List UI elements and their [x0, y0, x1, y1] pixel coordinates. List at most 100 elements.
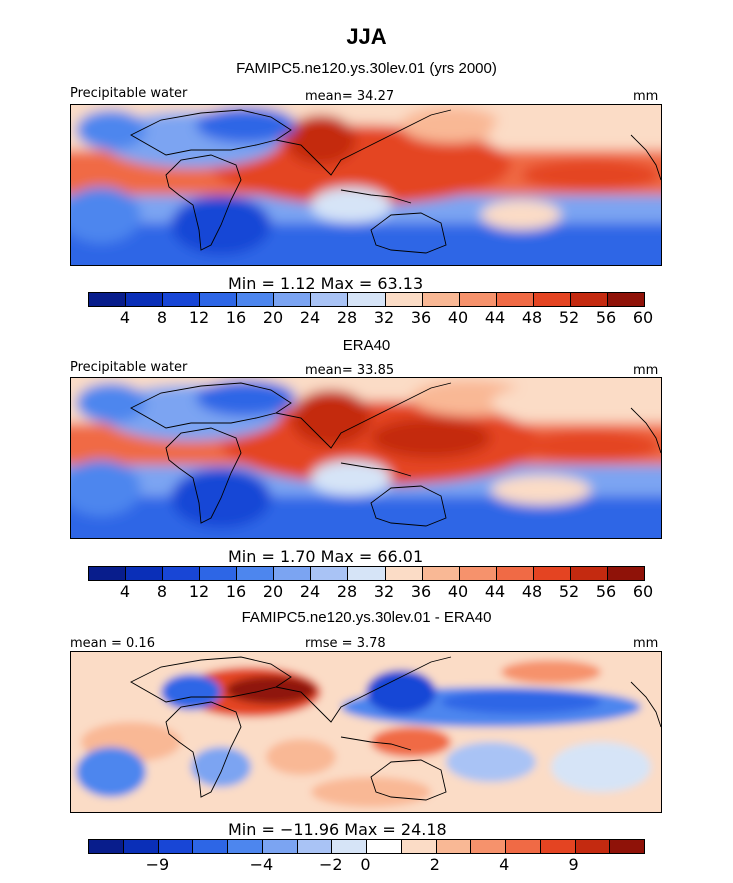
- colorbar-tick-label: 40: [447, 308, 469, 327]
- colorbar-tick-label: 52: [558, 582, 580, 601]
- page-title: JJA: [346, 24, 387, 49]
- colorbar-tick-label: 36: [410, 582, 432, 601]
- colorbar-swatch: [607, 567, 644, 580]
- colorbar-tick-label: 8: [156, 582, 168, 601]
- colorbar-swatch: [348, 293, 386, 306]
- colorbar-tick-label: −4: [249, 855, 274, 874]
- colorbar-swatch: [237, 567, 275, 580]
- colorbar-tick-label: 20: [262, 582, 284, 601]
- panel2-colorbar: [88, 566, 645, 581]
- panel1-min-max: Min = 1.12 Max = 63.13: [228, 274, 424, 293]
- panel1-colorbar-ticks: 4 8 12 16 20 24 28 32 36 40 44 48 52 56 60: [88, 308, 653, 328]
- colorbar-swatch: [311, 567, 349, 580]
- colorbar-swatch: [200, 567, 238, 580]
- colorbar-tick-label: 40: [447, 582, 469, 601]
- colorbar-swatch: [332, 840, 367, 853]
- colorbar-swatch: [570, 567, 608, 580]
- panel2-colorbar-ticks: 4 8 12 16 20 24 28 32 36 40 44 48 52 56 60: [88, 582, 653, 602]
- colorbar-tick-label: 12: [188, 582, 210, 601]
- colorbar-tick-label: 60: [632, 582, 654, 601]
- panel2-variable-label: Precipitable water: [70, 360, 188, 375]
- colorbar-swatch: [385, 293, 423, 306]
- panel2-map-svg: [71, 378, 661, 538]
- colorbar-swatch: [311, 293, 349, 306]
- colorbar-swatch: [401, 840, 437, 853]
- colorbar-swatch: [89, 293, 127, 306]
- panel2-map: [70, 377, 662, 539]
- colorbar-tick-label: 44: [484, 582, 506, 601]
- colorbar-swatch: [163, 293, 201, 306]
- colorbar-swatch: [228, 840, 263, 853]
- panel2-title: ERA40: [342, 337, 391, 354]
- colorbar-swatch: [237, 293, 275, 306]
- colorbar-swatch: [274, 567, 312, 580]
- colorbar-swatch: [89, 840, 124, 853]
- colorbar-swatch: [158, 840, 194, 853]
- colorbar-tick-label: 24: [299, 308, 321, 327]
- colorbar-swatch: [385, 567, 423, 580]
- panel3-min-max: Min = −11.96 Max = 24.18: [228, 820, 447, 839]
- colorbar-swatch: [422, 293, 460, 306]
- panel3-title: FAMIPC5.ne120.ys.30lev.01 - ERA40: [241, 609, 492, 626]
- colorbar-swatch: [607, 293, 644, 306]
- colorbar-tick-label: 48: [521, 582, 543, 601]
- colorbar-tick-label: 2: [429, 855, 440, 874]
- colorbar-swatch: [471, 840, 506, 853]
- colorbar-tick-label: 20: [262, 308, 284, 327]
- panel1-map: [70, 104, 662, 266]
- colorbar-tick-label: 28: [336, 582, 358, 601]
- colorbar-swatch: [163, 567, 201, 580]
- colorbar-swatch: [570, 293, 608, 306]
- colorbar-swatch: [126, 293, 164, 306]
- colorbar-tick-label: 36: [410, 308, 432, 327]
- colorbar-swatch: [533, 567, 571, 580]
- colorbar-tick-label: −9: [145, 855, 170, 874]
- colorbar-tick-label: 44: [484, 308, 506, 327]
- colorbar-swatch: [422, 567, 460, 580]
- colorbar-swatch: [610, 840, 644, 853]
- panel2-min-max: Min = 1.70 Max = 66.01: [228, 547, 424, 566]
- colorbar-swatch: [200, 293, 238, 306]
- colorbar-tick-label: 16: [225, 308, 247, 327]
- colorbar-tick-label: 12: [188, 308, 210, 327]
- panel2-mean-label: mean= 33.85: [305, 363, 395, 378]
- panel3-mean-label: mean = 0.16: [70, 636, 155, 651]
- panel3-rmse-label: rmse = 3.78: [305, 636, 386, 651]
- panel1-variable-label: Precipitable water: [70, 86, 188, 101]
- colorbar-swatch: [459, 293, 497, 306]
- colorbar-swatch: [126, 567, 164, 580]
- colorbar-swatch: [459, 567, 497, 580]
- colorbar-tick-label: 4: [119, 582, 131, 601]
- colorbar-tick-label: 28: [336, 308, 358, 327]
- panel1-units: mm: [633, 89, 659, 104]
- colorbar-tick-label: 48: [521, 308, 543, 327]
- colorbar-tick-label: 52: [558, 308, 580, 327]
- colorbar-swatch: [348, 567, 386, 580]
- panel1-mean-label: mean= 34.27: [305, 89, 395, 104]
- colorbar-swatch: [367, 840, 402, 853]
- colorbar-tick-label: 60: [632, 308, 654, 327]
- colorbar-swatch: [193, 840, 228, 853]
- colorbar-tick-label: 4: [499, 855, 510, 874]
- colorbar-swatch: [533, 293, 571, 306]
- panel1-colorbar: [88, 292, 645, 307]
- colorbar-swatch: [297, 840, 333, 853]
- panel1-title: FAMIPC5.ne120.ys.30lev.01 (yrs 2000): [236, 60, 497, 77]
- panel1-map-svg: [71, 105, 661, 265]
- colorbar-swatch: [436, 840, 472, 853]
- colorbar-tick-label: 9: [568, 855, 579, 874]
- colorbar-swatch: [123, 840, 159, 853]
- colorbar-tick-label: 32: [373, 308, 395, 327]
- colorbar-tick-label: 56: [595, 582, 617, 601]
- colorbar-swatch: [496, 293, 534, 306]
- colorbar-swatch: [496, 567, 534, 580]
- panel3-colorbar: [88, 839, 645, 854]
- colorbar-swatch: [262, 840, 298, 853]
- panel3-units: mm: [633, 636, 659, 651]
- colorbar-tick-label: 0: [360, 855, 371, 874]
- colorbar-tick-label: 56: [595, 308, 617, 327]
- colorbar-tick-label: 32: [373, 582, 395, 601]
- colorbar-tick-label: 24: [299, 582, 321, 601]
- panel2-units: mm: [633, 363, 659, 378]
- colorbar-tick-label: −2: [319, 855, 343, 874]
